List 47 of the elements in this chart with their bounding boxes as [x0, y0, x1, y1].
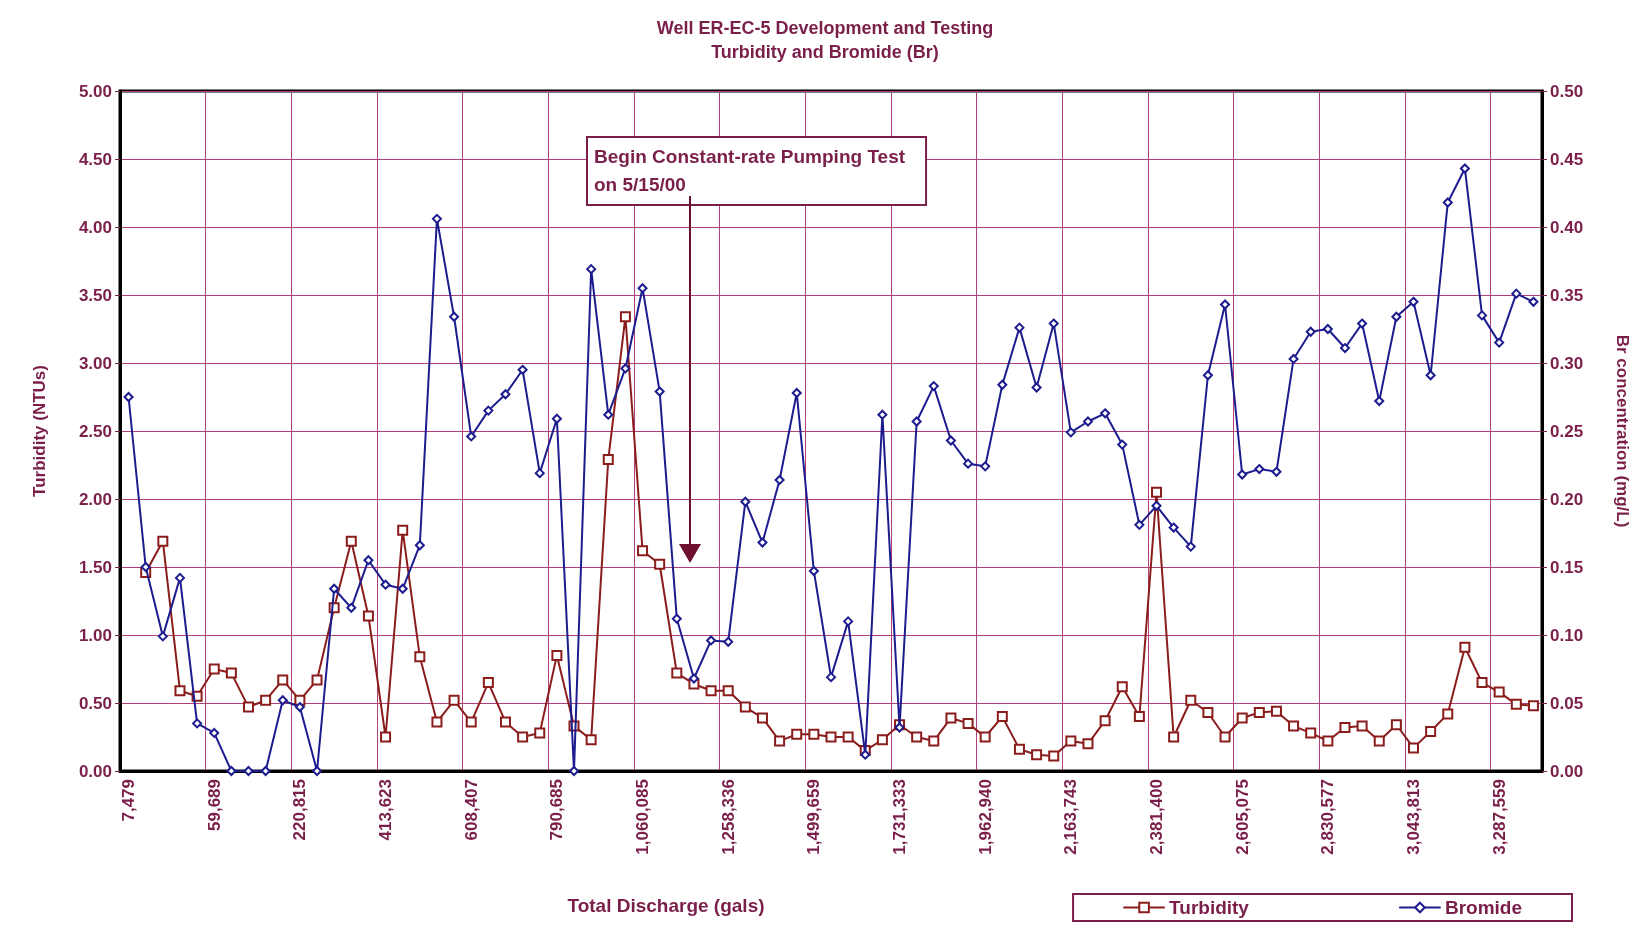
y-tick-label: 1.50	[78, 557, 112, 577]
y2-tick-label: 0.35	[1550, 285, 1584, 305]
y-tick-label: 5.00	[78, 81, 112, 101]
y-tick-label: 3.50	[78, 285, 112, 305]
y2-tick-label: 0.50	[1550, 81, 1584, 101]
y2-tick-label: 0.00	[1550, 761, 1584, 781]
x-tick-label: 2,381,400	[1147, 779, 1167, 855]
y-tick-label: 4.50	[78, 149, 112, 169]
y2-axis-title: Br concentration (mg/L)	[1613, 334, 1632, 528]
y-tick-label: 0.00	[78, 761, 112, 781]
x-tick-label: 3,043,813	[1404, 779, 1424, 855]
y-tick-label: 3.00	[78, 353, 112, 373]
x-tick-label: 59,689	[204, 779, 224, 831]
x-tick-label: 1,499,659	[804, 779, 824, 855]
legend-label: Turbidity	[1169, 897, 1250, 918]
chart-subtitle: Turbidity and Bromide (Br)	[711, 42, 939, 62]
x-tick-label: 220,815	[290, 779, 310, 841]
y2-tick-label: 0.40	[1550, 217, 1584, 237]
legend-label: Bromide	[1444, 897, 1523, 918]
x-tick-label: 1,962,940	[975, 779, 995, 855]
x-tick-label: 7,479	[119, 779, 139, 822]
y2-tick-label: 0.05	[1550, 693, 1584, 713]
annotation: Begin Constant-rate Pumping Test on 5/15/00	[594, 145, 906, 195]
y2-tick-label: 0.45	[1550, 149, 1584, 169]
x-tick-label: 608,407	[461, 779, 481, 841]
x-tick-label: 2,163,743	[1061, 779, 1081, 855]
y2-tick-label: 0.25	[1550, 421, 1584, 441]
x-tick-label: 2,605,075	[1232, 779, 1252, 855]
y2-tick-label: 0.10	[1550, 625, 1584, 645]
x-tick-label: 2,830,577	[1318, 779, 1338, 855]
x-tick-label: 3,287,559	[1489, 779, 1509, 855]
x-axis-title: Total Discharge (gals)	[567, 895, 765, 916]
y-tick-label: 2.00	[78, 489, 112, 509]
x-tick-label: 1,258,336	[718, 779, 738, 855]
y-tick-label: 0.50	[78, 693, 112, 713]
y2-tick-label: 0.20	[1550, 489, 1584, 509]
chart-title: Well ER-EC-5 Development and Testing	[656, 18, 994, 38]
x-tick-label: 790,685	[547, 779, 567, 841]
x-tick-label: 413,623	[376, 779, 396, 841]
y2-tick-label: 0.30	[1550, 353, 1584, 373]
y-tick-label: 2.50	[78, 421, 112, 441]
x-tick-label: 1,731,333	[890, 779, 910, 855]
y2-tick-label: 0.15	[1550, 557, 1584, 577]
y-tick-label: 4.00	[78, 217, 112, 237]
x-tick-label: 1,060,085	[633, 779, 653, 855]
y-tick-label: 1.00	[78, 625, 112, 645]
y-axis-title: Turbidity (NTUs)	[30, 365, 49, 497]
